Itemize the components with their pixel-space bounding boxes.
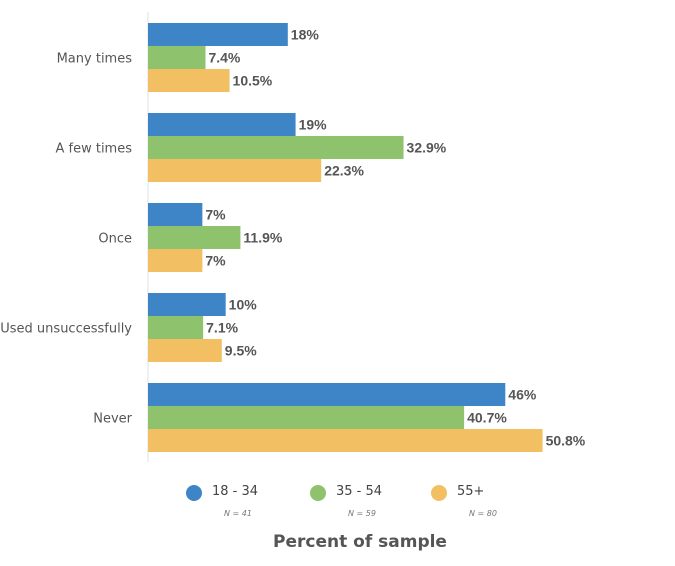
bar-never-35-54 xyxy=(148,406,465,429)
bar-many-times-35-54 xyxy=(148,46,206,69)
bar-used-unsuccessfully-55 xyxy=(148,339,222,362)
bar-a-few-times-18-34 xyxy=(148,113,296,136)
x-axis-title: Percent of sample xyxy=(273,532,447,552)
bar-never-18-34 xyxy=(148,383,506,406)
bar-used-unsuccessfully-35-54 xyxy=(148,316,204,339)
legend-sample-size: N = 80 xyxy=(469,509,497,518)
category-label-a-few-times: A few times xyxy=(55,142,132,157)
legend-swatch-35-54 xyxy=(310,485,326,501)
bar-never-55 xyxy=(148,429,543,452)
value-label-used-unsuccessfully-55: 9.5% xyxy=(225,343,257,359)
value-label-used-unsuccessfully-35-54: 7.1% xyxy=(206,320,238,336)
bar-chart: Many times 18% 7.4% 10.5% A few times 19% 32.9… xyxy=(0,12,586,462)
bar-used-unsuccessfully-18-34 xyxy=(148,293,226,316)
legend-sample-size: N = 59 xyxy=(348,509,376,518)
value-label-used-unsuccessfully-18-34: 10% xyxy=(229,297,258,313)
value-label-once-55: 7% xyxy=(205,253,226,269)
value-label-once-35-54: 11.9% xyxy=(243,230,282,246)
category-label-once: Once xyxy=(98,232,132,247)
legend-label: 55+ xyxy=(457,484,485,499)
category-label-many-times: Many times xyxy=(57,52,133,67)
bar-once-18-34 xyxy=(148,203,203,226)
legend: 18 - 34 N = 41 35 - 54 N = 59 55+ N = 80 xyxy=(0,480,675,520)
value-label-many-times-35-54: 7.4% xyxy=(208,50,240,66)
value-label-once-18-34: 7% xyxy=(205,207,226,223)
value-label-a-few-times-18-34: 19% xyxy=(299,117,328,133)
value-label-many-times-18-34: 18% xyxy=(291,27,320,43)
value-label-a-few-times-55: 22.3% xyxy=(324,163,364,179)
bar-once-35-54 xyxy=(148,226,241,249)
value-label-never-18-34: 46% xyxy=(508,387,537,403)
bar-many-times-18-34 xyxy=(148,23,288,46)
bar-once-55 xyxy=(148,249,203,272)
bar-a-few-times-55 xyxy=(148,159,322,182)
category-label-never: Never xyxy=(93,412,132,427)
value-label-a-few-times-35-54: 32.9% xyxy=(407,140,447,156)
value-label-never-55: 50.8% xyxy=(546,433,586,449)
legend-sample-size: N = 41 xyxy=(224,509,252,518)
value-label-never-35-54: 40.7% xyxy=(467,410,507,426)
legend-swatch-55-plus xyxy=(431,485,447,501)
legend-label: 35 - 54 xyxy=(336,484,383,499)
bar-many-times-55 xyxy=(148,69,230,92)
legend-swatch-18-34 xyxy=(186,485,202,501)
legend-label: 18 - 34 xyxy=(212,484,259,499)
bar-a-few-times-35-54 xyxy=(148,136,404,159)
category-label-used-unsuccessfully: Used unsuccessfully xyxy=(0,322,132,337)
value-label-many-times-55: 10.5% xyxy=(233,73,273,89)
